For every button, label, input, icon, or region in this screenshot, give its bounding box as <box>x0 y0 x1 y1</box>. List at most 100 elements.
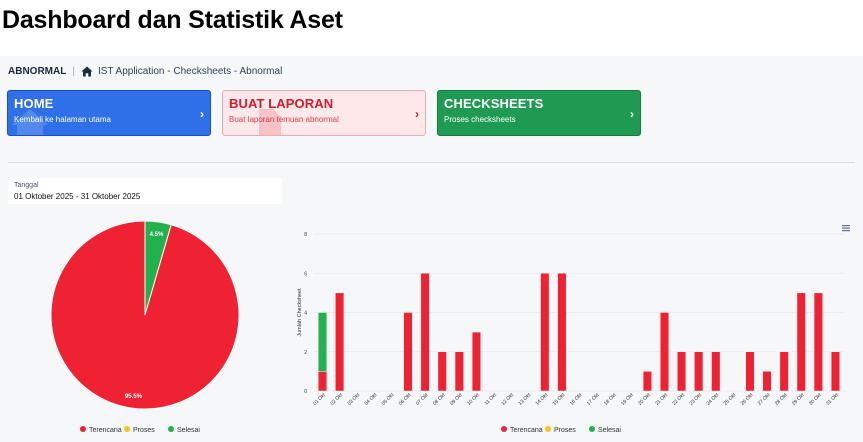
bar-terencana[interactable] <box>745 351 755 392</box>
legend-marker-proses[interactable] <box>545 426 551 432</box>
bar-terencana[interactable] <box>694 351 704 392</box>
x-tick-label: 17 Okt <box>586 392 601 407</box>
pie-slice-terencana[interactable] <box>50 220 240 410</box>
date-range-value[interactable]: 01 Oktober 2025 - 31 Oktober 2025 <box>14 192 141 201</box>
x-tick-label: 08 Okt <box>432 392 447 407</box>
x-tick-label: 22 Okt <box>671 392 686 407</box>
x-tick-label: 11 Okt <box>484 392 499 407</box>
y-axis-title: Jumlah Checksheet <box>297 288 303 337</box>
pie-data-label-selesai: 4.5% <box>150 232 164 238</box>
x-tick-label: 24 Okt <box>706 392 721 407</box>
legend-label-proses[interactable]: Proses <box>133 427 155 434</box>
x-tick-label: 05 Okt <box>381 392 396 407</box>
x-tick-label: 09 Okt <box>449 392 464 407</box>
x-tick-label: 28 Okt <box>774 392 789 407</box>
legend-marker-selesai[interactable] <box>168 426 174 432</box>
home-card[interactable]: HOME Kembali ke halaman utama › <box>7 90 211 136</box>
bar-terencana[interactable] <box>660 312 669 392</box>
daily-bar-chart: 0 2 4 6 8 Jumlah Checksheet 01 Okt 02 Okt 03 Okt… <box>290 214 857 442</box>
x-tick-label: 29 Okt <box>791 392 806 407</box>
x-tick-label: 26 Okt <box>740 392 755 407</box>
x-tick-label: 15 Okt <box>552 392 567 407</box>
x-tick-label: 30 Okt <box>808 392 823 407</box>
bar-selesai[interactable] <box>318 312 327 372</box>
status-pie-chart: 4.5% 95.5% Terencana Proses Selesai <box>8 214 282 442</box>
x-tick-label: 23 Okt <box>688 392 703 407</box>
app-content: ABNORMAL | IST Application - Checksheets… <box>0 56 863 442</box>
y-tick-label: 0 <box>304 389 307 395</box>
y-tick-label: 4 <box>304 311 307 317</box>
x-tick-label: 18 Okt <box>603 392 618 407</box>
x-tick-label: 03 Okt <box>346 392 361 407</box>
bar-terencana[interactable] <box>557 273 567 392</box>
bar-terencana[interactable] <box>335 292 345 392</box>
bar-terencana[interactable] <box>677 351 687 392</box>
menu-icon-line <box>842 230 850 232</box>
chevron-right-icon: › <box>200 107 204 121</box>
bar-terencana[interactable] <box>831 351 840 392</box>
x-tick-label: 20 Okt <box>637 392 652 407</box>
breadcrumb-path[interactable]: IST Application - Checksheets - Abnormal <box>97 66 283 77</box>
x-tick-label: 01 Okt <box>312 392 327 407</box>
x-tick-label: 31 Okt <box>825 392 840 407</box>
bar-terencana[interactable] <box>813 292 823 392</box>
date-range-filter[interactable]: Tanggal 01 Oktober 2025 - 31 Oktober 202… <box>8 178 282 204</box>
x-tick-label: 02 Okt <box>329 392 344 407</box>
pie-data-label-terencana: 95.5% <box>125 394 143 400</box>
page-title: Dashboard dan Statistik Aset <box>2 6 343 34</box>
legend-label-selesai[interactable]: Selesai <box>598 427 621 434</box>
home-watermark-icon <box>12 109 48 135</box>
menu-icon-line <box>842 227 850 229</box>
bar-terencana[interactable] <box>471 331 481 392</box>
menu-icon[interactable] <box>842 225 850 232</box>
pie-chart-svg: 4.5% 95.5% Terencana Proses Selesai <box>50 220 240 434</box>
date-range-label: Tanggal <box>14 182 39 189</box>
create-report-card-subtitle: Buat laporan temuan abnormal <box>229 115 339 124</box>
bar-terencana[interactable] <box>454 351 464 392</box>
x-tick-label: 13 Okt <box>517 392 532 407</box>
x-tick-label: 07 Okt <box>415 392 430 407</box>
bar-terencana[interactable] <box>437 351 447 392</box>
bar-terencana[interactable] <box>403 312 413 392</box>
x-tick-label: 27 Okt <box>757 392 772 407</box>
bar-terencana[interactable] <box>420 273 430 392</box>
x-tick-label: 21 Okt <box>654 392 669 407</box>
legend-marker-selesai[interactable] <box>589 426 595 432</box>
breadcrumb-divider: | <box>72 66 75 77</box>
x-tick-label: 19 Okt <box>620 392 635 407</box>
y-tick-label: 6 <box>304 271 307 277</box>
legend-label-terencana[interactable]: Terencana <box>510 427 543 434</box>
x-tick-label: 12 Okt <box>500 392 515 407</box>
section-divider <box>8 162 855 163</box>
legend-marker-terencana[interactable] <box>501 426 507 432</box>
menu-icon-line <box>842 225 850 227</box>
x-tick-label: 16 Okt <box>569 392 584 407</box>
checksheets-card-subtitle: Proses checksheets <box>444 115 516 124</box>
bar-terencana[interactable] <box>642 371 652 392</box>
bar-terencana[interactable] <box>318 371 327 392</box>
legend-label-terencana[interactable]: Terencana <box>89 427 122 434</box>
legend-marker-proses[interactable] <box>124 426 130 432</box>
x-tick-label: 10 Okt <box>466 392 481 407</box>
bar-terencana[interactable] <box>540 273 550 392</box>
bar-terencana[interactable] <box>762 371 772 392</box>
breadcrumb: ABNORMAL | IST Application - Checksheets… <box>8 66 282 77</box>
home-card-subtitle: Kembali ke halaman utama <box>14 115 111 124</box>
bar-terencana[interactable] <box>796 292 806 392</box>
y-tick-label: 8 <box>304 232 307 238</box>
x-tick-label: 04 Okt <box>364 392 379 407</box>
legend-marker-terencana[interactable] <box>80 426 86 432</box>
bar-terencana[interactable] <box>779 351 789 392</box>
x-tick-label: 06 Okt <box>398 392 413 407</box>
create-report-card-title: BUAT LAPORAN <box>229 96 334 111</box>
home-card-title: HOME <box>14 96 54 111</box>
checksheets-card-title: CHECKSHEETS <box>444 96 544 111</box>
home-icon[interactable] <box>81 66 93 77</box>
create-report-card[interactable]: BUAT LAPORAN Buat laporan temuan abnorma… <box>222 90 426 136</box>
x-tick-label: 14 Okt <box>535 392 550 407</box>
checksheets-card[interactable]: CHECKSHEETS Proses checksheets › <box>437 90 641 136</box>
legend-label-proses[interactable]: Proses <box>554 427 576 434</box>
bar-terencana[interactable] <box>711 351 721 392</box>
legend-label-selesai[interactable]: Selesai <box>177 427 200 434</box>
bar-chart-svg: 0 2 4 6 8 Jumlah Checksheet 01 Okt 02 Okt 03 Okt… <box>297 225 850 434</box>
